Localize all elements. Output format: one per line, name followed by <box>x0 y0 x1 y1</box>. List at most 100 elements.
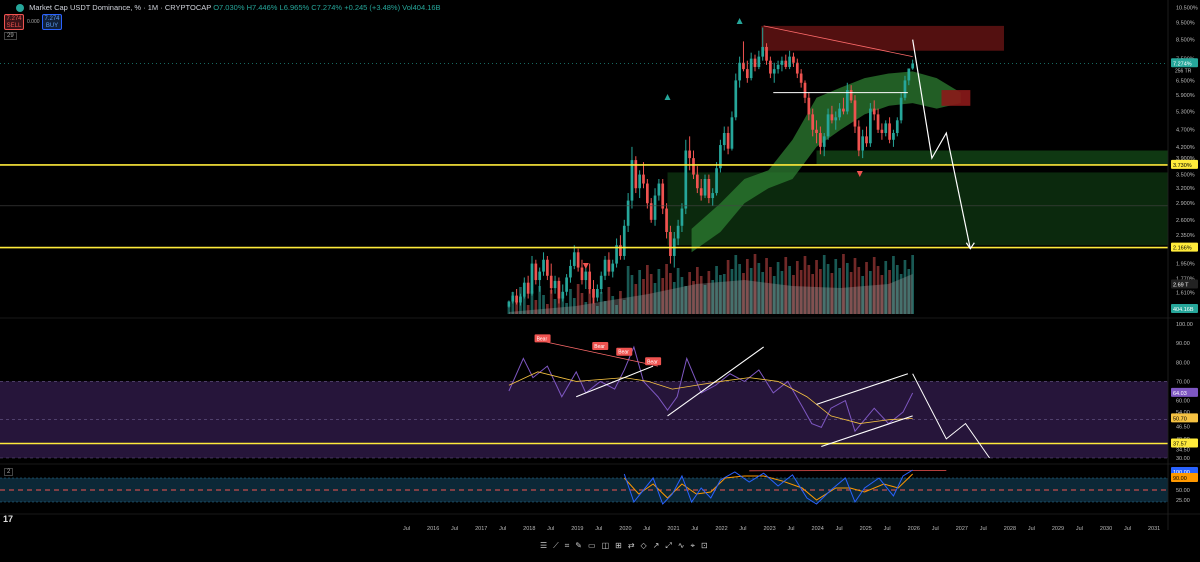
volume-bar <box>515 301 518 314</box>
volume-bar <box>576 284 580 314</box>
volume-tag: 2.69 T <box>1173 282 1189 288</box>
candle-body <box>811 114 815 130</box>
candle-body <box>861 136 865 151</box>
current-price-tag-bg <box>1171 58 1198 68</box>
stoch-tick-label: 25.00 <box>1176 498 1190 504</box>
candle-body <box>569 265 572 278</box>
candle-body <box>580 267 584 281</box>
volume-bar <box>857 267 861 314</box>
volume-bar <box>749 268 753 314</box>
volume-bar <box>534 300 538 314</box>
volume-bar <box>799 270 803 314</box>
volume-bar <box>599 292 603 314</box>
volume-bar <box>692 281 695 314</box>
time-tick-label: 2022 <box>715 526 727 532</box>
volume-bar <box>869 271 872 314</box>
volume-bar <box>769 267 772 314</box>
candle-body <box>722 133 726 146</box>
sell-button[interactable]: 7.274 SELL <box>4 14 24 30</box>
price-tick-label: 1.610% <box>1176 291 1195 297</box>
candle-body <box>657 183 661 196</box>
candle-body <box>769 60 772 74</box>
time-tick-label: 2023 <box>763 526 775 532</box>
volume-bar <box>542 295 545 314</box>
volume-bar <box>622 300 626 314</box>
candle-body <box>788 56 791 67</box>
candle-body <box>899 97 903 121</box>
buy-button[interactable]: 7.274 BUY <box>42 14 62 30</box>
volume-bar <box>580 293 584 314</box>
volume-bar <box>569 289 572 314</box>
time-tick-label: 2017 <box>475 526 487 532</box>
tool-icon[interactable]: ↗ <box>652 541 660 550</box>
rsi-ma-tag: 50.70 <box>1173 416 1187 422</box>
candle-body <box>511 295 515 302</box>
stoch-d-tag-bg <box>1171 473 1198 482</box>
volume-bar <box>872 257 876 314</box>
rsi-value-tag-bg <box>1171 387 1198 397</box>
volume-bar <box>903 260 907 314</box>
volume-bar <box>726 260 730 314</box>
rsi-channel-line <box>576 365 654 398</box>
volume-bar <box>880 275 884 314</box>
tool-icon[interactable]: ⟋ <box>553 541 559 550</box>
tool-icon[interactable]: ☰ <box>540 541 548 550</box>
time-tick-label: Jul <box>595 526 602 532</box>
volume-bar <box>695 267 699 314</box>
tool-icon[interactable]: ⌖ <box>690 541 696 550</box>
time-tick-label: Jul <box>884 526 891 532</box>
tool-icon[interactable]: ⊞ <box>615 541 622 550</box>
rsi-ma-tag-bg <box>1171 413 1198 423</box>
volume-bar <box>884 261 888 314</box>
rsi-tick-label: 80.00 <box>1176 360 1190 366</box>
tool-icon[interactable]: ◇ <box>640 541 647 550</box>
spread: 0.000 <box>27 19 40 25</box>
tool-icon[interactable]: ▭ <box>588 541 596 550</box>
axes-layer: 10.500%9.500%8.500%7.500%6.500%5.900%5.3… <box>0 0 1200 532</box>
volume-bar <box>730 269 734 314</box>
candle-body <box>642 174 645 184</box>
candle-body <box>792 56 795 63</box>
volume-bar <box>853 258 857 314</box>
tool-icon[interactable]: ⇄ <box>627 541 635 550</box>
time-tick-label: 2016 <box>427 526 439 532</box>
tool-icon[interactable]: ⊡ <box>701 541 708 550</box>
volume-bar <box>588 288 592 314</box>
volume-bar <box>907 269 911 314</box>
candle-body <box>526 282 530 294</box>
time-tick-label: 2019 <box>571 526 583 532</box>
tool-icon[interactable]: ∿ <box>677 541 685 550</box>
candle-body <box>707 179 711 199</box>
bear-signal-label: Bear <box>647 359 658 365</box>
tool-icon[interactable]: ◫ <box>601 541 610 550</box>
volume-bar <box>811 274 815 314</box>
chart-header: Market Cap USDT Dominance, % · 1M · CRYP… <box>16 3 441 13</box>
candle-body <box>738 62 741 81</box>
volume-bar <box>865 262 868 314</box>
volume-bar <box>546 304 549 314</box>
candle-body <box>799 73 803 83</box>
candle-body <box>649 203 653 220</box>
price-tick-label: 5.900% <box>1176 93 1195 99</box>
ohlc-high: H7.446% <box>246 3 278 12</box>
time-tick-label: 2024 <box>812 526 824 532</box>
candle-body <box>772 69 776 74</box>
tool-icon[interactable]: ✎ <box>575 541 582 550</box>
tool-icon[interactable]: ⤢ <box>665 541 672 550</box>
interval[interactable]: 1M <box>147 3 159 12</box>
candle-body <box>553 280 557 289</box>
ohlc-change: +0.245 (+3.48%) <box>344 3 401 12</box>
volume-bar <box>653 283 657 314</box>
volume-bar <box>538 286 542 314</box>
support-tag-2: 2.166% <box>1173 246 1192 252</box>
volume-bar <box>803 256 807 314</box>
candle-body <box>626 200 630 226</box>
stoch-indicator-toggle[interactable]: 2 <box>4 468 14 476</box>
indicator-toggle[interactable]: 29 <box>4 32 17 40</box>
tool-icon[interactable]: ⌗ <box>564 541 570 550</box>
candle-body <box>611 263 615 272</box>
volume-bar <box>607 287 611 314</box>
candle-body <box>530 263 534 294</box>
volume-bar <box>757 263 761 314</box>
